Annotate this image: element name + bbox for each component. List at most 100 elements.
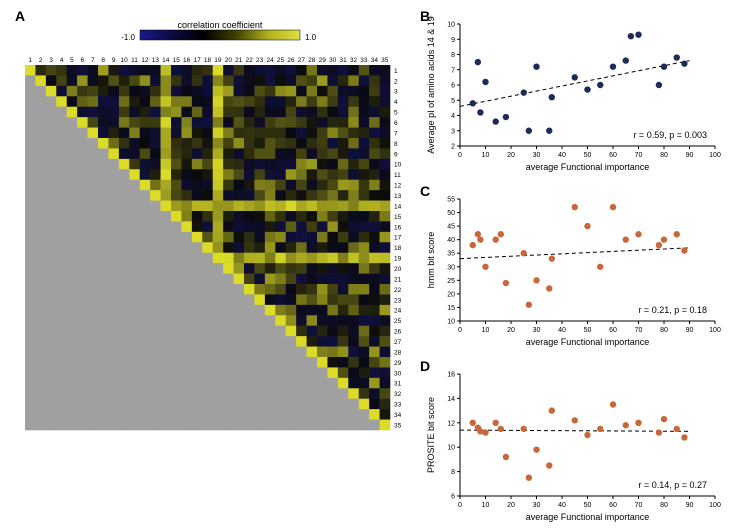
svg-text:60: 60 [609, 327, 617, 334]
svg-text:50: 50 [584, 502, 592, 509]
svg-text:30: 30 [329, 57, 337, 64]
svg-text:7: 7 [394, 130, 398, 137]
svg-text:32: 32 [350, 57, 358, 64]
svg-text:90: 90 [686, 502, 694, 509]
panel-a-heatmap: correlation coefficient-1.01.01234567891… [15, 20, 415, 520]
svg-text:60: 60 [609, 502, 617, 509]
svg-text:24: 24 [266, 57, 274, 64]
svg-text:8: 8 [451, 52, 455, 59]
svg-text:29: 29 [319, 57, 327, 64]
svg-text:35: 35 [381, 57, 389, 64]
svg-text:8: 8 [394, 141, 398, 148]
svg-text:70: 70 [635, 152, 643, 159]
svg-text:28: 28 [308, 57, 316, 64]
svg-text:8: 8 [451, 469, 455, 476]
svg-text:40: 40 [558, 327, 566, 334]
svg-text:25: 25 [447, 278, 455, 285]
svg-text:80: 80 [660, 502, 668, 509]
svg-text:12: 12 [394, 183, 402, 190]
svg-text:9: 9 [394, 151, 398, 158]
svg-text:10: 10 [394, 162, 402, 169]
svg-text:22: 22 [394, 287, 402, 294]
svg-text:29: 29 [394, 360, 402, 367]
svg-text:14: 14 [447, 396, 455, 403]
svg-text:32: 32 [394, 391, 402, 398]
svg-text:4: 4 [60, 57, 64, 64]
svg-text:15: 15 [394, 214, 402, 221]
svg-text:24: 24 [394, 308, 402, 315]
panel-d-scatter: 01020304050607080901006810121416average … [420, 362, 750, 532]
svg-text:25: 25 [277, 57, 285, 64]
svg-text:6: 6 [81, 57, 85, 64]
svg-text:1: 1 [28, 57, 32, 64]
svg-text:21: 21 [235, 57, 243, 64]
svg-text:average Functional importance: average Functional importance [526, 512, 650, 522]
svg-text:100: 100 [709, 502, 721, 509]
svg-text:10: 10 [482, 152, 490, 159]
panel-c-scatter: 0102030405060708090100101520253035404550… [420, 187, 750, 357]
svg-text:10: 10 [447, 445, 455, 452]
svg-text:19: 19 [214, 57, 222, 64]
svg-text:31: 31 [339, 57, 347, 64]
svg-text:31: 31 [394, 381, 402, 388]
svg-text:90: 90 [686, 327, 694, 334]
svg-text:27: 27 [298, 57, 306, 64]
svg-text:20: 20 [507, 327, 515, 334]
svg-text:50: 50 [584, 152, 592, 159]
svg-text:3: 3 [394, 89, 398, 96]
svg-text:10: 10 [447, 22, 455, 29]
svg-text:3: 3 [49, 57, 53, 64]
svg-text:35: 35 [394, 422, 402, 429]
svg-text:16: 16 [394, 224, 402, 231]
svg-text:14: 14 [394, 203, 402, 210]
svg-text:28: 28 [394, 349, 402, 356]
svg-text:30: 30 [447, 264, 455, 271]
svg-text:7: 7 [451, 67, 455, 74]
svg-text:20: 20 [447, 291, 455, 298]
svg-text:20: 20 [394, 266, 402, 273]
svg-text:12: 12 [447, 420, 455, 427]
svg-text:9: 9 [451, 37, 455, 44]
svg-text:hmm bit score: hmm bit score [426, 232, 436, 289]
svg-text:50: 50 [584, 327, 592, 334]
svg-text:40: 40 [447, 237, 455, 244]
svg-text:0: 0 [458, 502, 462, 509]
svg-text:100: 100 [709, 152, 721, 159]
svg-text:14: 14 [162, 57, 170, 64]
svg-text:20: 20 [507, 502, 515, 509]
svg-text:27: 27 [394, 339, 402, 346]
svg-text:2: 2 [39, 57, 43, 64]
svg-text:90: 90 [686, 152, 694, 159]
svg-text:80: 80 [660, 327, 668, 334]
svg-text:1: 1 [394, 68, 398, 75]
svg-text:3: 3 [451, 128, 455, 135]
svg-text:50: 50 [447, 210, 455, 217]
svg-text:4: 4 [394, 99, 398, 106]
svg-text:40: 40 [558, 502, 566, 509]
svg-text:r = 0.59, p = 0.003: r = 0.59, p = 0.003 [633, 130, 707, 140]
svg-text:0: 0 [458, 152, 462, 159]
svg-text:PROSITE bit score: PROSITE bit score [426, 397, 436, 473]
svg-text:16: 16 [447, 372, 455, 379]
svg-text:17: 17 [193, 57, 201, 64]
svg-text:8: 8 [101, 57, 105, 64]
svg-text:10: 10 [482, 502, 490, 509]
svg-text:18: 18 [394, 245, 402, 252]
svg-text:1.0: 1.0 [305, 33, 317, 42]
svg-text:0: 0 [458, 327, 462, 334]
svg-text:20: 20 [507, 152, 515, 159]
svg-text:13: 13 [394, 193, 402, 200]
svg-text:4: 4 [451, 113, 455, 120]
svg-text:34: 34 [371, 57, 379, 64]
svg-text:16: 16 [183, 57, 191, 64]
svg-text:30: 30 [533, 502, 541, 509]
svg-text:11: 11 [394, 172, 401, 179]
svg-text:12: 12 [141, 57, 149, 64]
svg-text:10: 10 [482, 327, 490, 334]
svg-text:Average pI of amino acids 14 &: Average pI of amino acids 14 & 19 [426, 16, 436, 153]
svg-text:5: 5 [70, 57, 74, 64]
svg-text:2: 2 [451, 144, 455, 151]
svg-text:r = 0.21, p = 0.18: r = 0.21, p = 0.18 [638, 305, 707, 315]
svg-text:26: 26 [287, 57, 295, 64]
svg-text:30: 30 [394, 370, 402, 377]
